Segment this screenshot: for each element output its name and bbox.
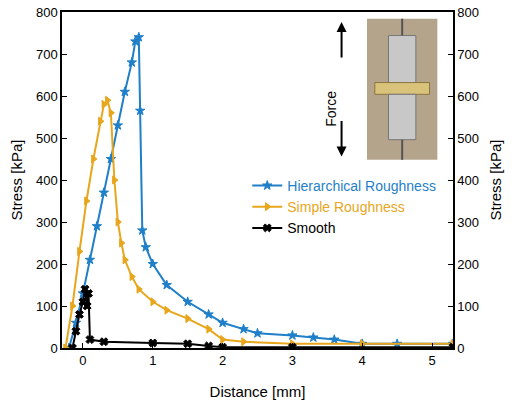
svg-text:Simple Roughness: Simple Roughness (287, 199, 405, 215)
svg-text:800: 800 (36, 5, 58, 20)
svg-text:400: 400 (36, 173, 58, 188)
svg-text:4: 4 (359, 353, 366, 368)
svg-text:400: 400 (457, 173, 479, 188)
svg-text:100: 100 (36, 299, 58, 314)
svg-text:700: 700 (457, 47, 479, 62)
svg-text:200: 200 (457, 257, 479, 272)
svg-text:100: 100 (457, 299, 479, 314)
svg-text:1: 1 (149, 353, 156, 368)
svg-text:Hierarchical Roughness: Hierarchical Roughness (287, 178, 436, 194)
svg-text:Smooth: Smooth (287, 220, 335, 236)
svg-text:Stress [kPa]: Stress [kPa] (8, 140, 25, 221)
svg-text:600: 600 (457, 89, 479, 104)
svg-text:5: 5 (428, 353, 435, 368)
svg-text:0: 0 (50, 341, 57, 356)
svg-text:0: 0 (79, 353, 86, 368)
svg-text:Stress [kPa]: Stress [kPa] (487, 140, 504, 221)
svg-text:Distance [mm]: Distance [mm] (210, 383, 306, 400)
svg-text:Force: Force (323, 91, 339, 127)
svg-text:3: 3 (289, 353, 296, 368)
svg-text:500: 500 (457, 131, 479, 146)
svg-text:500: 500 (36, 131, 58, 146)
svg-text:0: 0 (457, 341, 464, 356)
svg-text:200: 200 (36, 257, 58, 272)
svg-text:300: 300 (36, 215, 58, 230)
svg-text:300: 300 (457, 215, 479, 230)
svg-text:800: 800 (457, 5, 479, 20)
svg-text:700: 700 (36, 47, 58, 62)
svg-text:2: 2 (219, 353, 226, 368)
svg-text:600: 600 (36, 89, 58, 104)
